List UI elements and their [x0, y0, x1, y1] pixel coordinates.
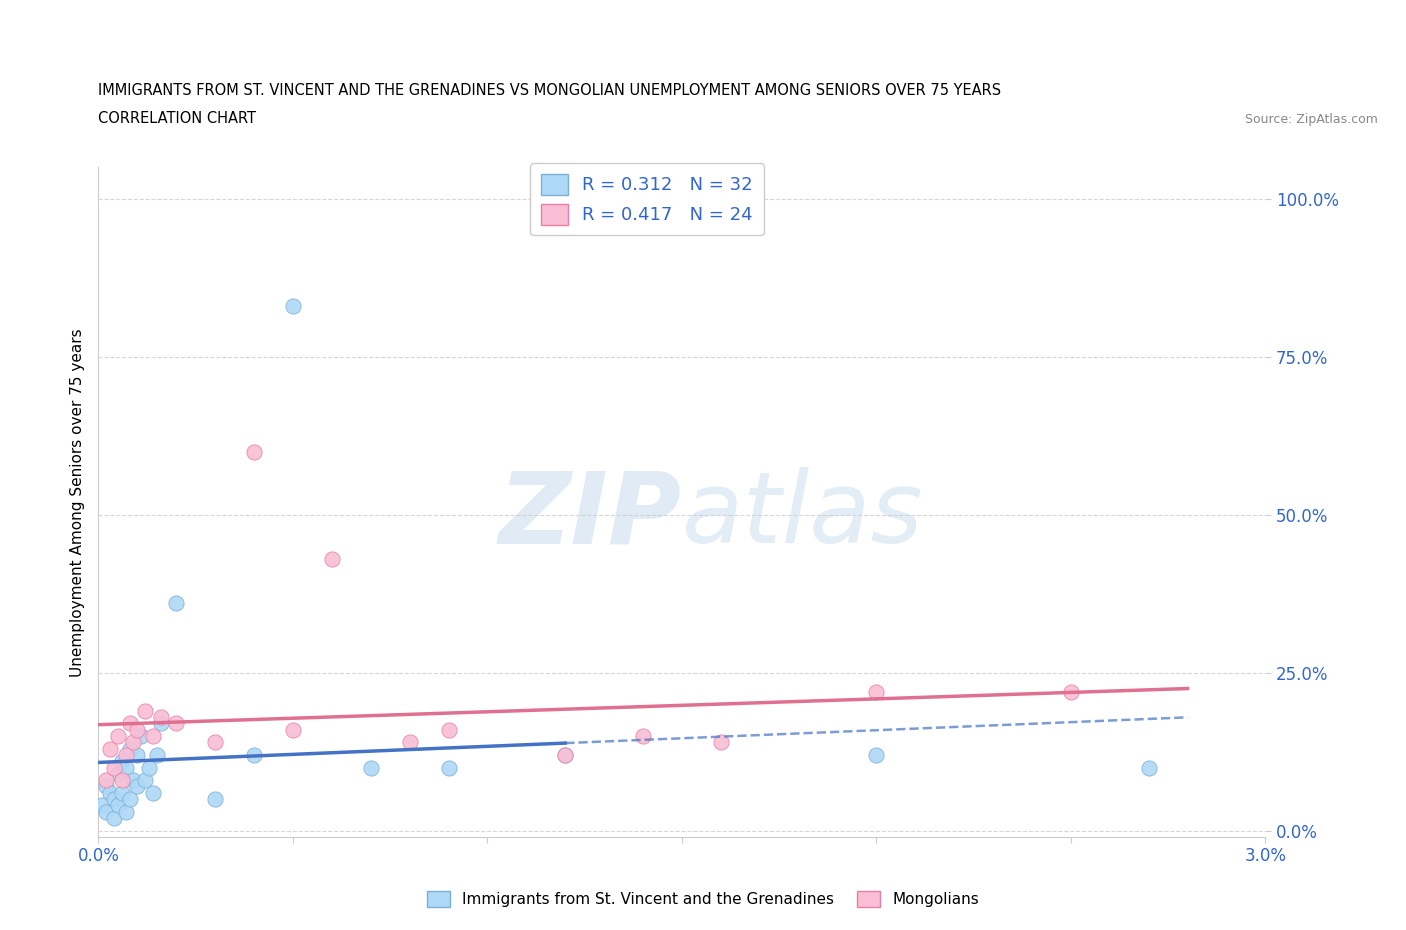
Point: [127, 779, 149, 794]
Text: Source: ZipAtlas.com: Source: ZipAtlas.com: [1244, 113, 1378, 126]
Point: [118, 791, 141, 806]
Text: IMMIGRANTS FROM ST. VINCENT AND THE GRENADINES VS MONGOLIAN UNEMPLOYMENT AMONG S: IMMIGRANTS FROM ST. VINCENT AND THE GREN…: [98, 83, 1001, 98]
Legend: Immigrants from St. Vincent and the Grenadines, Mongolians: Immigrants from St. Vincent and the Gren…: [420, 884, 986, 913]
Legend: R = 0.312   N = 32, R = 0.417   N = 24: R = 0.312 N = 32, R = 0.417 N = 24: [530, 163, 763, 235]
Point: [165, 716, 187, 731]
Point: [243, 748, 266, 763]
Text: CORRELATION CHART: CORRELATION CHART: [98, 111, 256, 126]
Point: [146, 748, 169, 763]
Point: [111, 753, 134, 768]
Point: [281, 723, 304, 737]
Point: [114, 748, 136, 763]
Point: [142, 728, 165, 743]
Point: [107, 728, 129, 743]
Point: [243, 445, 266, 459]
Point: [103, 760, 125, 775]
Point: [103, 811, 125, 826]
Point: [111, 773, 134, 788]
Point: [122, 773, 145, 788]
Point: [554, 748, 576, 763]
Point: [134, 773, 156, 788]
Point: [865, 684, 887, 699]
Point: [114, 760, 136, 775]
Point: [134, 703, 156, 718]
Text: ZIP: ZIP: [499, 467, 682, 565]
Point: [138, 760, 160, 775]
Point: [122, 735, 145, 750]
Point: [98, 741, 121, 756]
Point: [281, 299, 304, 313]
Point: [165, 596, 187, 611]
Point: [398, 735, 420, 750]
Point: [118, 716, 141, 731]
Point: [360, 760, 382, 775]
Point: [96, 779, 118, 794]
Point: [107, 766, 129, 781]
Point: [865, 748, 887, 763]
Point: [103, 791, 125, 806]
Point: [114, 804, 136, 819]
Point: [91, 798, 114, 813]
Point: [554, 748, 576, 763]
Point: [98, 785, 121, 800]
Point: [142, 785, 165, 800]
Y-axis label: Unemployment Among Seniors over 75 years: Unemployment Among Seniors over 75 years: [69, 328, 84, 676]
Point: [204, 735, 226, 750]
Point: [204, 791, 226, 806]
Point: [118, 741, 141, 756]
Point: [710, 735, 733, 750]
Point: [631, 728, 654, 743]
Point: [111, 785, 134, 800]
Text: atlas: atlas: [682, 467, 924, 565]
Point: [96, 773, 118, 788]
Point: [149, 716, 172, 731]
Point: [437, 723, 460, 737]
Point: [1060, 684, 1083, 699]
Point: [1137, 760, 1160, 775]
Point: [129, 728, 152, 743]
Point: [127, 723, 149, 737]
Point: [107, 798, 129, 813]
Point: [321, 551, 343, 566]
Point: [437, 760, 460, 775]
Point: [149, 710, 172, 724]
Point: [96, 804, 118, 819]
Point: [127, 748, 149, 763]
